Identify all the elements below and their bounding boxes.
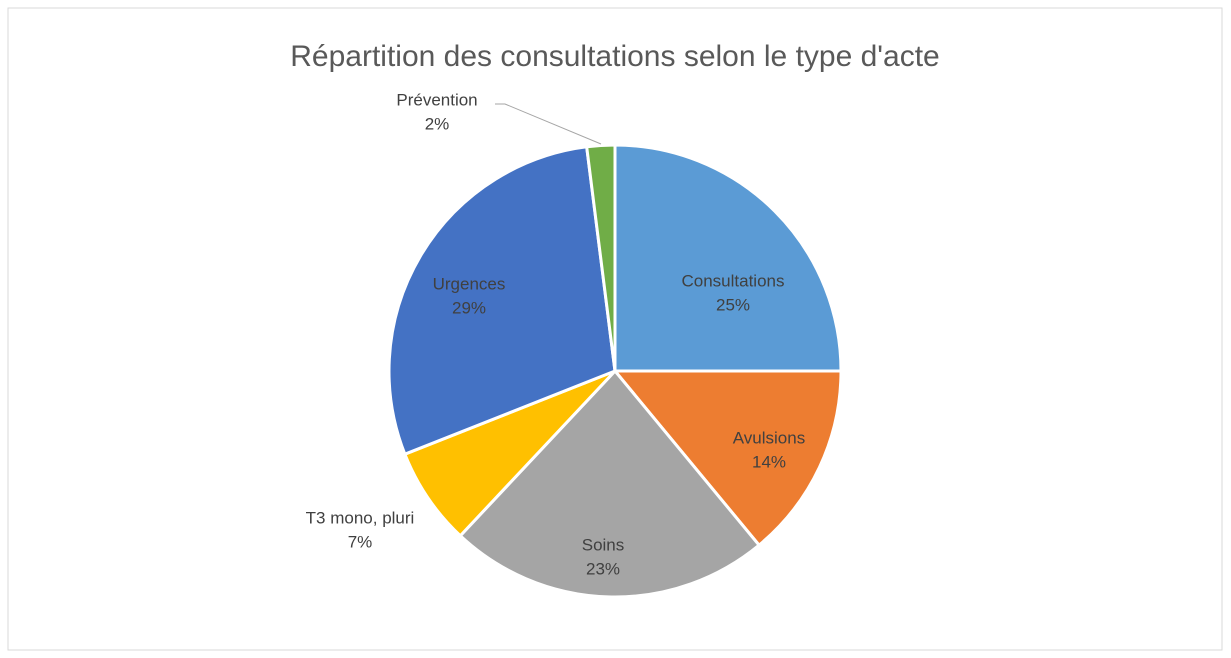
slice-category-label: Consultations <box>681 271 784 290</box>
pie-slice <box>387 145 617 457</box>
slice-value-label: 25% <box>716 295 750 314</box>
slice-value-label: 23% <box>586 559 620 578</box>
pie-slice <box>584 143 617 372</box>
pie-slice <box>611 369 843 548</box>
chart-title: Répartition des consultations selon le t… <box>290 40 939 73</box>
pie-slice <box>613 143 843 373</box>
slice-category-label: Avulsions <box>733 428 805 447</box>
slice-value-label: 14% <box>752 452 786 471</box>
slice-category-label: Prévention <box>396 90 477 109</box>
slice-value-label: 29% <box>452 298 486 317</box>
slice-category-label: Urgences <box>433 274 506 293</box>
slice-category-label: Soins <box>582 535 625 554</box>
leader-line <box>495 103 602 145</box>
slice-value-label: 2% <box>425 114 450 133</box>
slice-value-label: 7% <box>348 532 373 551</box>
slice-category-label: T3 mono, pluri <box>306 508 415 527</box>
pie-slice <box>458 368 762 599</box>
